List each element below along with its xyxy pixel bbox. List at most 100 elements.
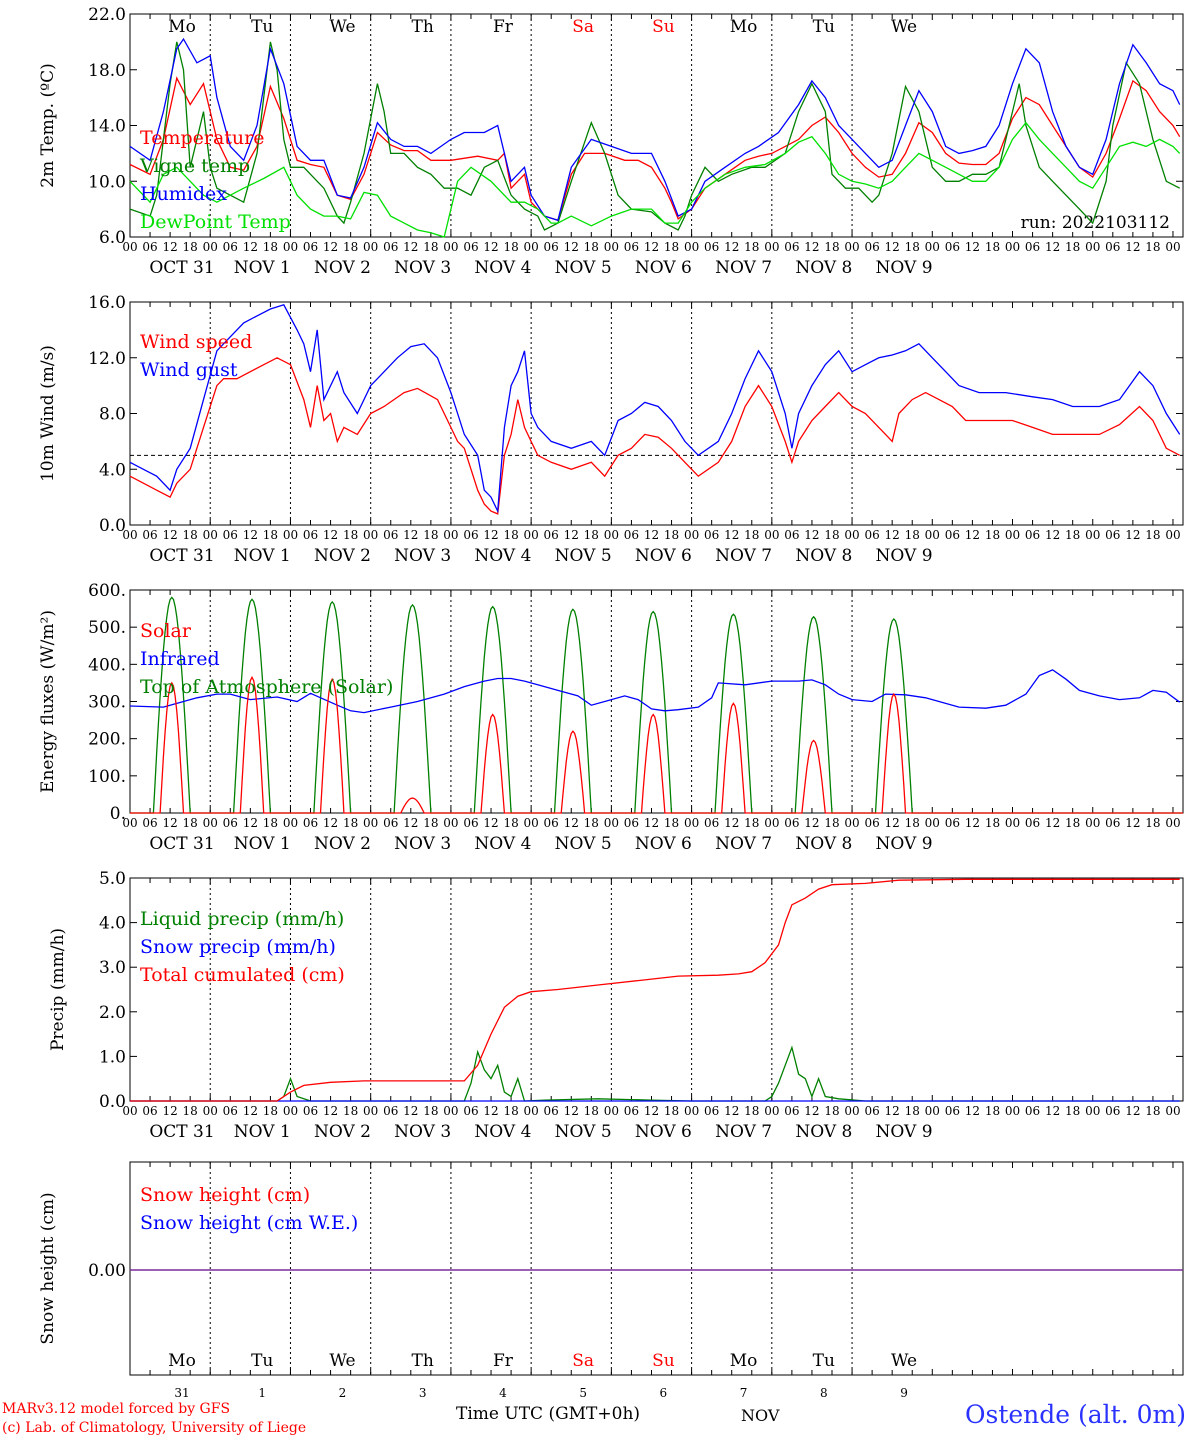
hour-tick-label: 06 bbox=[784, 528, 799, 542]
hour-tick-label: 12 bbox=[885, 816, 900, 830]
lab-credit: (c) Lab. of Climatology, University of L… bbox=[2, 1419, 306, 1438]
date-label: OCT 31 bbox=[149, 258, 214, 278]
date-label: NOV 5 bbox=[555, 834, 612, 854]
hour-tick-label: 18 bbox=[183, 1104, 198, 1118]
y-tick-label: 100. bbox=[88, 767, 126, 787]
hour-tick-label: 18 bbox=[503, 1104, 518, 1118]
hour-tick-label: 12 bbox=[243, 240, 258, 254]
y-tick-label: 12.0 bbox=[88, 349, 126, 369]
hour-tick-label: 12 bbox=[804, 1104, 819, 1118]
legend-entry: DewPoint Temp bbox=[140, 211, 291, 233]
hour-tick-label: 06 bbox=[303, 528, 318, 542]
date-label: NOV 8 bbox=[795, 834, 852, 854]
hour-tick-label: 12 bbox=[724, 816, 739, 830]
plot-frame bbox=[130, 14, 1183, 237]
day-number-label: 4 bbox=[499, 1386, 507, 1400]
date-label: NOV 1 bbox=[234, 834, 291, 854]
hour-tick-label: 12 bbox=[323, 240, 338, 254]
hour-tick-label: 06 bbox=[624, 1104, 639, 1118]
hour-tick-label: 12 bbox=[243, 1104, 258, 1118]
hour-tick-label: 00 bbox=[604, 528, 619, 542]
hour-tick-label: 18 bbox=[423, 528, 438, 542]
date-label: NOV 1 bbox=[234, 1122, 291, 1142]
hour-tick-label: 12 bbox=[1125, 240, 1140, 254]
date-label: NOV 6 bbox=[635, 1122, 692, 1142]
hour-tick-label: 00 bbox=[844, 816, 859, 830]
date-label: NOV 3 bbox=[394, 546, 451, 566]
hour-tick-label: 18 bbox=[584, 528, 599, 542]
hour-tick-label: 06 bbox=[864, 1104, 879, 1118]
hour-tick-label: 00 bbox=[443, 816, 458, 830]
hour-tick-label: 18 bbox=[664, 528, 679, 542]
date-label: NOV 2 bbox=[314, 546, 371, 566]
y-tick-label: 300. bbox=[88, 693, 126, 713]
hour-tick-label: 12 bbox=[162, 240, 177, 254]
hour-tick-label: 00 bbox=[363, 816, 378, 830]
hour-tick-label: 12 bbox=[483, 240, 498, 254]
hour-tick-label: 12 bbox=[323, 816, 338, 830]
hour-tick-label: 06 bbox=[223, 240, 238, 254]
hour-tick-label: 06 bbox=[303, 1104, 318, 1118]
date-label: NOV 3 bbox=[394, 834, 451, 854]
hour-tick-label: 06 bbox=[383, 816, 398, 830]
hour-tick-label: 06 bbox=[864, 528, 879, 542]
hour-tick-label: 12 bbox=[564, 816, 579, 830]
day-number-label: 31 bbox=[174, 1386, 189, 1400]
series-vigne-temp bbox=[130, 42, 1180, 230]
day-name-label: Mo bbox=[168, 17, 196, 37]
hour-tick-label: 12 bbox=[804, 528, 819, 542]
hour-tick-label: 12 bbox=[724, 240, 739, 254]
hour-tick-label: 18 bbox=[183, 816, 198, 830]
plot-frame bbox=[130, 302, 1183, 525]
hour-tick-label: 06 bbox=[383, 1104, 398, 1118]
hour-tick-label: 00 bbox=[524, 240, 539, 254]
day-name-label: Tu bbox=[813, 17, 835, 37]
date-label: NOV 4 bbox=[474, 258, 531, 278]
hour-tick-label: 12 bbox=[804, 816, 819, 830]
hour-tick-label: 12 bbox=[1045, 528, 1060, 542]
hour-tick-label: 00 bbox=[443, 1104, 458, 1118]
model-label: MARv3.12 model forced by GFS bbox=[2, 1400, 306, 1419]
hour-tick-label: 06 bbox=[1025, 528, 1040, 542]
station-name: Ostende (alt. 0m) bbox=[965, 1400, 1186, 1429]
hour-tick-label: 18 bbox=[423, 1104, 438, 1118]
hour-tick-label: 06 bbox=[945, 240, 960, 254]
hour-tick-label: 00 bbox=[363, 240, 378, 254]
hour-tick-label: 06 bbox=[1105, 240, 1120, 254]
day-name-label: Su bbox=[652, 1351, 675, 1371]
hour-tick-label: 06 bbox=[704, 240, 719, 254]
hour-tick-label: 00 bbox=[363, 1104, 378, 1118]
hour-tick-label: 12 bbox=[323, 528, 338, 542]
hour-tick-label: 12 bbox=[483, 528, 498, 542]
hour-tick-label: 00 bbox=[1165, 528, 1180, 542]
date-label: NOV 4 bbox=[474, 834, 531, 854]
hour-tick-label: 00 bbox=[844, 1104, 859, 1118]
hour-tick-label: 06 bbox=[704, 816, 719, 830]
hour-tick-label: 12 bbox=[243, 816, 258, 830]
hour-tick-label: 00 bbox=[524, 1104, 539, 1118]
hour-tick-label: 18 bbox=[423, 240, 438, 254]
hour-tick-label: 18 bbox=[423, 816, 438, 830]
hour-tick-label: 18 bbox=[824, 816, 839, 830]
hour-tick-label: 18 bbox=[1145, 1104, 1160, 1118]
hour-tick-label: 18 bbox=[744, 528, 759, 542]
hour-tick-label: 12 bbox=[965, 816, 980, 830]
hour-tick-label: 06 bbox=[142, 528, 157, 542]
hour-tick-label: 06 bbox=[223, 816, 238, 830]
hour-tick-label: 00 bbox=[203, 240, 218, 254]
hour-tick-label: 18 bbox=[985, 240, 1000, 254]
hour-tick-label: 06 bbox=[223, 1104, 238, 1118]
y-axis-label: Energy fluxes (W/m²) bbox=[38, 610, 58, 793]
hour-tick-label: 06 bbox=[1105, 816, 1120, 830]
hour-tick-label: 12 bbox=[564, 1104, 579, 1118]
hour-tick-label: 18 bbox=[664, 816, 679, 830]
y-tick-label: 4.0 bbox=[99, 914, 126, 934]
hour-tick-label: 06 bbox=[142, 240, 157, 254]
hour-tick-label: 06 bbox=[624, 240, 639, 254]
hour-tick-label: 00 bbox=[1005, 240, 1020, 254]
hour-tick-label: 18 bbox=[1065, 528, 1080, 542]
hour-tick-label: 06 bbox=[784, 816, 799, 830]
hour-tick-label: 18 bbox=[343, 816, 358, 830]
date-label: NOV 8 bbox=[795, 1122, 852, 1142]
hour-tick-label: 12 bbox=[403, 1104, 418, 1118]
